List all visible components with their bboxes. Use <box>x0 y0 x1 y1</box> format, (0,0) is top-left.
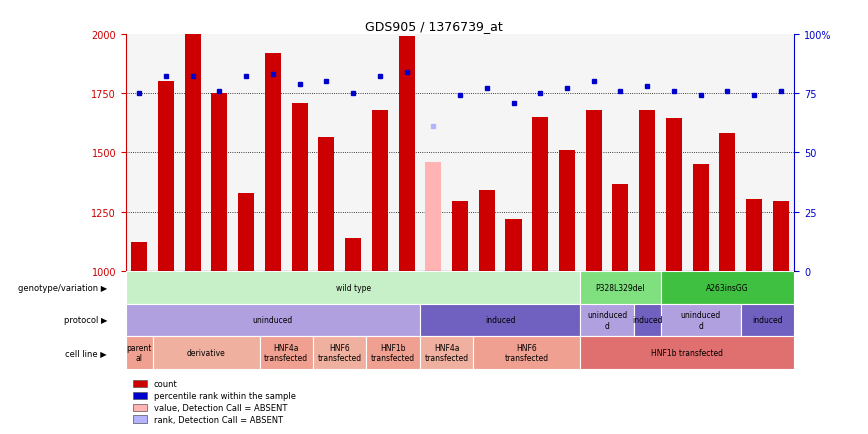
Bar <box>720 134 735 271</box>
Bar <box>398 37 415 271</box>
Bar <box>639 110 655 271</box>
Text: percentile rank within the sample: percentile rank within the sample <box>154 391 296 400</box>
Bar <box>133 380 148 388</box>
Text: rank, Detection Call = ABSENT: rank, Detection Call = ABSENT <box>154 415 283 424</box>
Bar <box>559 151 575 271</box>
Text: uninduced: uninduced <box>253 316 293 325</box>
Bar <box>581 336 794 369</box>
Bar <box>634 304 661 336</box>
Bar <box>661 271 794 304</box>
Text: cell line ▶: cell line ▶ <box>65 348 107 357</box>
Bar <box>420 304 581 336</box>
Text: HNF6
transfected: HNF6 transfected <box>505 343 549 362</box>
Text: parent
al: parent al <box>127 343 152 362</box>
Text: genotype/variation ▶: genotype/variation ▶ <box>18 283 107 292</box>
Text: protocol ▶: protocol ▶ <box>63 316 107 325</box>
Text: uninduced
d: uninduced d <box>587 310 628 330</box>
Text: A263insGG: A263insGG <box>706 283 749 292</box>
Bar <box>425 162 441 271</box>
Text: induced: induced <box>753 316 783 325</box>
Bar <box>319 138 334 271</box>
Bar <box>126 271 581 304</box>
Bar <box>746 199 762 271</box>
Bar <box>420 336 473 369</box>
Bar <box>126 336 153 369</box>
Text: wild type: wild type <box>336 283 371 292</box>
Text: induced: induced <box>632 316 662 325</box>
Text: HNF1b
transfected: HNF1b transfected <box>372 343 415 362</box>
Text: HNF6
transfected: HNF6 transfected <box>318 343 362 362</box>
Bar <box>185 35 201 271</box>
Bar <box>153 336 260 369</box>
Bar <box>345 238 361 271</box>
Bar <box>366 336 420 369</box>
Bar <box>740 304 794 336</box>
Text: value, Detection Call = ABSENT: value, Detection Call = ABSENT <box>154 403 287 412</box>
Text: P328L329del: P328L329del <box>595 283 645 292</box>
Bar <box>505 219 522 271</box>
Bar <box>313 336 366 369</box>
Bar <box>586 110 602 271</box>
Bar <box>773 201 789 271</box>
Text: GDS905 / 1376739_at: GDS905 / 1376739_at <box>365 20 503 33</box>
Bar <box>581 271 661 304</box>
Bar <box>613 185 628 271</box>
Bar <box>212 94 227 271</box>
Bar <box>372 110 388 271</box>
Bar <box>666 118 682 271</box>
Bar <box>473 336 581 369</box>
Bar <box>265 54 281 271</box>
Bar <box>238 193 254 271</box>
Bar <box>581 304 634 336</box>
Text: derivative: derivative <box>187 348 226 357</box>
Text: induced: induced <box>485 316 516 325</box>
Bar <box>661 304 740 336</box>
Bar <box>133 415 148 423</box>
Text: HNF4a
transfected: HNF4a transfected <box>264 343 308 362</box>
Bar <box>158 82 174 271</box>
Bar <box>133 391 148 399</box>
Bar <box>126 304 420 336</box>
Text: HNF1b transfected: HNF1b transfected <box>651 348 723 357</box>
Bar <box>452 201 468 271</box>
Bar <box>532 118 549 271</box>
Text: uninduced
d: uninduced d <box>681 310 720 330</box>
Text: HNF4a
transfected: HNF4a transfected <box>424 343 469 362</box>
Bar <box>133 404 148 411</box>
Bar <box>479 191 495 271</box>
Text: count: count <box>154 379 178 388</box>
Bar <box>131 243 148 271</box>
Bar <box>260 336 313 369</box>
Bar <box>292 103 307 271</box>
Bar <box>693 165 708 271</box>
